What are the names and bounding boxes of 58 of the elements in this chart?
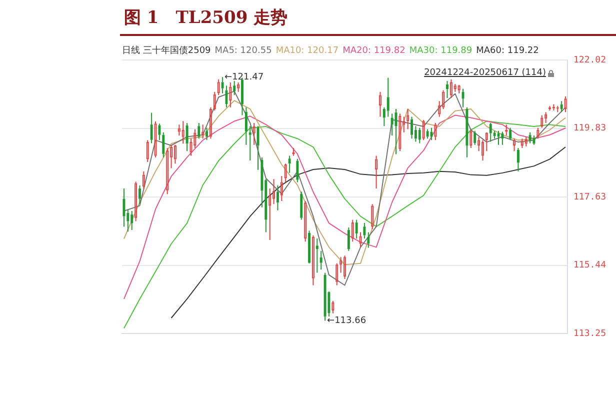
text: MA5: 120.55 xyxy=(214,46,272,56)
candlestick xyxy=(410,116,413,140)
candlestick xyxy=(505,124,508,136)
candlestick xyxy=(162,132,165,158)
candlestick xyxy=(248,126,252,161)
candlestick xyxy=(489,122,492,142)
annotation: ←113.66 xyxy=(327,316,366,326)
candlestick xyxy=(560,100,563,113)
candlestick xyxy=(288,155,291,174)
annotation: ←121.47 xyxy=(224,72,264,82)
y-tick-label: 113.25 xyxy=(573,328,606,339)
candlestick xyxy=(221,76,224,94)
candlestick xyxy=(150,112,153,144)
candlestick xyxy=(206,127,208,141)
candlestick xyxy=(552,104,555,112)
text: MA10: 120.17 xyxy=(276,46,339,56)
candlestick xyxy=(233,80,236,96)
annotation: 20241224-20250617 (114) xyxy=(424,68,546,78)
candlestick xyxy=(501,131,504,146)
candlestick xyxy=(244,106,248,146)
candlestick xyxy=(528,132,532,144)
candlestick xyxy=(300,191,303,220)
candlestick xyxy=(122,188,126,228)
text: MA30: 119.89 xyxy=(409,46,472,56)
chart-subtitle: 日线 三十年国债2509 xyxy=(122,46,211,56)
y-tick-label: 117.63 xyxy=(573,192,606,202)
candlestick xyxy=(363,222,366,239)
candlestick xyxy=(367,232,370,248)
y-tick-label: 122.02 xyxy=(573,55,606,66)
candlestick xyxy=(446,80,448,99)
candlestick xyxy=(466,106,468,158)
candlestick xyxy=(347,227,350,252)
candlestick xyxy=(556,105,559,113)
candlestick xyxy=(308,230,310,263)
candlestick xyxy=(355,219,358,239)
text: MA20: 119.82 xyxy=(342,46,406,56)
candlestick xyxy=(158,123,161,141)
y-tick-label: 119.83 xyxy=(573,124,606,134)
candlestick xyxy=(276,184,279,211)
candlestick xyxy=(516,147,520,172)
candlestick xyxy=(320,250,322,270)
candlestick xyxy=(426,128,429,140)
chart-title: 图 1 TL2509 走势 xyxy=(124,7,288,29)
candlestick xyxy=(198,122,200,140)
candlestick xyxy=(548,105,551,112)
candlestick xyxy=(474,130,476,146)
text: MA60: 119.22 xyxy=(476,46,539,56)
candlestick xyxy=(390,113,394,136)
candlestick xyxy=(324,272,326,322)
candlestick xyxy=(386,77,390,118)
candlestick xyxy=(316,238,318,274)
candlestick xyxy=(138,184,141,205)
candlestick xyxy=(296,158,299,183)
candlestick xyxy=(418,127,421,144)
y-tick-label: 115.44 xyxy=(573,260,606,271)
candlestick xyxy=(509,127,512,141)
candlestick xyxy=(186,122,188,152)
candlestick xyxy=(130,210,134,231)
